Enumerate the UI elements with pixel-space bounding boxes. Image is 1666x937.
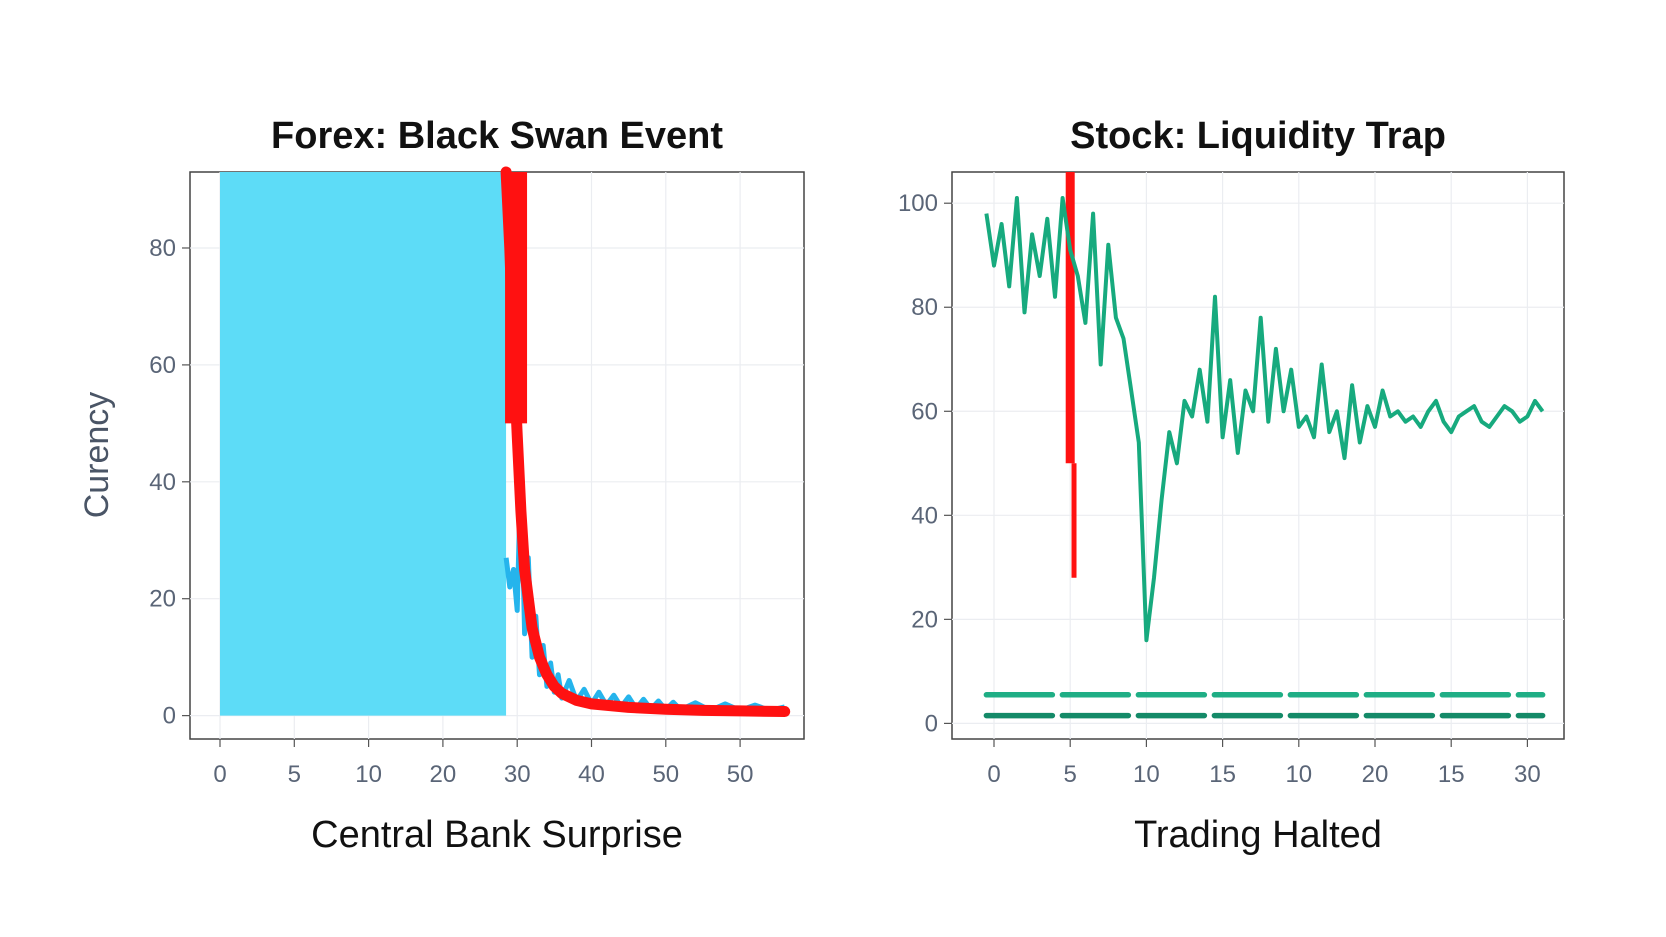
forex-y-axis-label: Curency [78, 392, 116, 519]
x-tick-label: 5 [1064, 761, 1077, 788]
y-tick-label: 60 [911, 398, 938, 425]
y-tick-label: 0 [163, 703, 176, 730]
x-tick-label: 10 [1133, 761, 1160, 788]
forex-series [220, 166, 791, 717]
price-line [984, 196, 1545, 643]
y-tick-label: 20 [911, 606, 938, 633]
red-spike-band [505, 172, 528, 424]
x-tick-label: 15 [1438, 761, 1465, 788]
y-tick-label: 100 [898, 190, 938, 217]
y-tick-label: 80 [149, 235, 176, 262]
forex-x-axis: 0 5 10 20 30 40 50 50 [213, 739, 753, 788]
y-tick-label: 40 [911, 502, 938, 529]
stock-x-axis-label: Trading Halted [1134, 814, 1382, 856]
stock-series [983, 172, 1546, 719]
x-tick-label: 0 [213, 761, 226, 788]
y-tick-label: 80 [911, 294, 938, 321]
x-tick-label: 50 [727, 761, 754, 788]
y-tick-label: 60 [149, 352, 176, 379]
forex-title: Forex: Black Swan Event [271, 115, 723, 157]
x-tick-label: 10 [355, 761, 382, 788]
forex-y-axis: 0 20 40 60 80 [149, 235, 190, 730]
x-tick-label: 30 [504, 761, 531, 788]
x-tick-label: 40 [578, 761, 605, 788]
x-tick-label: 30 [1514, 761, 1541, 788]
y-tick-label: 20 [149, 586, 176, 613]
x-tick-label: 10 [1285, 761, 1312, 788]
forex-x-axis-label: Central Bank Surprise [311, 814, 683, 856]
forex-chart: 0 20 40 60 80 0 5 10 20 30 40 50 50 Forex: Black Sw… [78, 115, 805, 856]
shaded-area [220, 172, 507, 716]
stock-chart: 0 20 40 60 80 100 0 5 10 15 10 20 15 30 Stock: Liqui… [898, 115, 1565, 856]
stock-y-axis: 0 20 40 60 80 100 [898, 190, 952, 737]
x-tick-label: 50 [652, 761, 679, 788]
x-tick-label: 20 [430, 761, 457, 788]
x-tick-label: 20 [1362, 761, 1389, 788]
y-tick-label: 0 [925, 710, 938, 737]
stock-title: Stock: Liquidity Trap [1070, 115, 1446, 157]
x-tick-label: 0 [987, 761, 1000, 788]
x-tick-label: 5 [288, 761, 301, 788]
stock-x-axis: 0 5 10 15 10 20 15 30 [987, 739, 1541, 788]
x-tick-label: 15 [1209, 761, 1236, 788]
y-tick-label: 40 [149, 469, 176, 496]
